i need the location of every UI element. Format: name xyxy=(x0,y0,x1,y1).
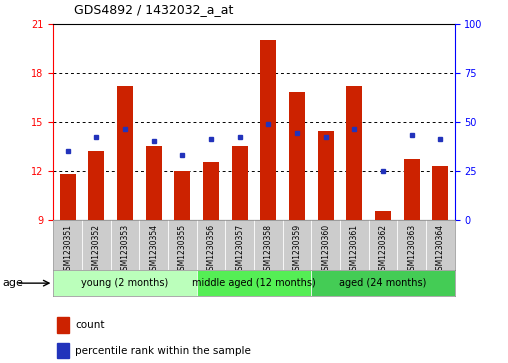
Text: count: count xyxy=(75,321,105,330)
Bar xyxy=(232,146,247,220)
Bar xyxy=(60,174,76,220)
Text: GSM1230359: GSM1230359 xyxy=(293,224,302,275)
Bar xyxy=(261,40,276,220)
Bar xyxy=(117,86,133,220)
Text: aged (24 months): aged (24 months) xyxy=(339,278,427,288)
Text: GSM1230356: GSM1230356 xyxy=(206,224,215,275)
Text: GSM1230355: GSM1230355 xyxy=(178,224,187,275)
Bar xyxy=(203,163,219,220)
Bar xyxy=(404,159,420,220)
Text: young (2 months): young (2 months) xyxy=(81,278,169,288)
Bar xyxy=(346,86,362,220)
Bar xyxy=(375,211,391,220)
Text: GSM1230351: GSM1230351 xyxy=(63,224,72,275)
Bar xyxy=(174,171,190,220)
Bar xyxy=(53,270,197,296)
Bar xyxy=(57,317,70,333)
Bar xyxy=(197,270,311,296)
Bar xyxy=(289,92,305,220)
Text: GSM1230363: GSM1230363 xyxy=(407,224,416,275)
Bar xyxy=(318,131,334,220)
Text: GSM1230361: GSM1230361 xyxy=(350,224,359,275)
Text: GSM1230364: GSM1230364 xyxy=(436,224,445,275)
Text: percentile rank within the sample: percentile rank within the sample xyxy=(75,346,251,356)
Bar xyxy=(432,166,448,220)
Bar xyxy=(146,146,162,220)
Bar xyxy=(311,270,455,296)
Bar xyxy=(57,343,70,358)
Text: GDS4892 / 1432032_a_at: GDS4892 / 1432032_a_at xyxy=(74,3,233,16)
Text: GSM1230362: GSM1230362 xyxy=(378,224,388,275)
Text: GSM1230354: GSM1230354 xyxy=(149,224,158,275)
Text: GSM1230357: GSM1230357 xyxy=(235,224,244,275)
Text: GSM1230353: GSM1230353 xyxy=(120,224,130,275)
Bar xyxy=(88,151,104,220)
Text: middle aged (12 months): middle aged (12 months) xyxy=(192,278,316,288)
Text: age: age xyxy=(3,278,23,288)
Text: GSM1230358: GSM1230358 xyxy=(264,224,273,275)
Text: GSM1230360: GSM1230360 xyxy=(321,224,330,275)
Text: GSM1230352: GSM1230352 xyxy=(92,224,101,275)
